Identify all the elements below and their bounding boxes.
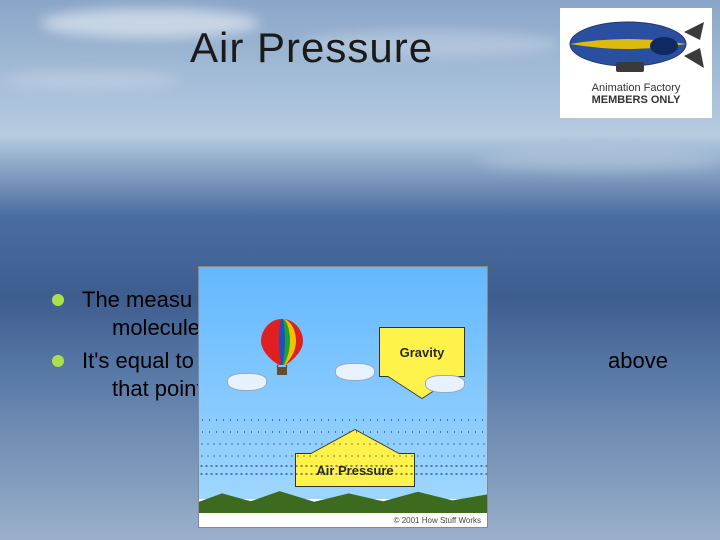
bullet-1-line1: The measu — [82, 287, 192, 312]
blimp-icon — [566, 14, 706, 78]
air-dot-row — [199, 465, 487, 467]
bg-cloud — [480, 150, 720, 172]
air-dot-row — [199, 311, 487, 313]
air-dot-row — [199, 419, 487, 421]
page-title: Air Pressure — [190, 24, 433, 72]
air-dot-row — [199, 455, 487, 457]
diagram-sky: Gravity Air Pressure — [199, 267, 487, 499]
diagram-cloud — [335, 363, 375, 381]
bullet-2-line1: It's equal to — [82, 348, 194, 373]
blimp-label-1: Animation Factory — [560, 82, 712, 94]
blimp-label-2: MEMBERS ONLY — [560, 94, 712, 106]
air-dot-row — [199, 299, 487, 301]
blimp-badge: Animation Factory MEMBERS ONLY — [560, 8, 712, 118]
diagram-cloud — [425, 375, 465, 393]
air-dot-row — [199, 347, 487, 349]
bullet-2-line1-right: above — [608, 347, 668, 375]
pressure-diagram: Gravity Air Pressure © 2001 How Stuff Wo… — [198, 266, 488, 528]
slide: Air Pressure Animation Factory MEMBERS O… — [0, 0, 720, 540]
diagram-cloud — [227, 373, 267, 391]
air-dot-row — [199, 473, 487, 475]
air-dot-row — [199, 359, 487, 361]
pressure-arrow: Air Pressure — [295, 453, 415, 487]
air-dot-row — [199, 335, 487, 337]
bullet-2-line2: that point. — [82, 376, 209, 401]
air-dot-row — [199, 323, 487, 325]
air-dot-row — [199, 275, 487, 277]
air-dot-row — [199, 431, 487, 433]
air-dot-row — [199, 287, 487, 289]
diagram-copyright: © 2001 How Stuff Works — [392, 516, 483, 525]
air-dot-row — [199, 407, 487, 409]
bg-cloud — [0, 70, 180, 90]
air-dot-row — [199, 395, 487, 397]
air-dot-row — [199, 443, 487, 445]
